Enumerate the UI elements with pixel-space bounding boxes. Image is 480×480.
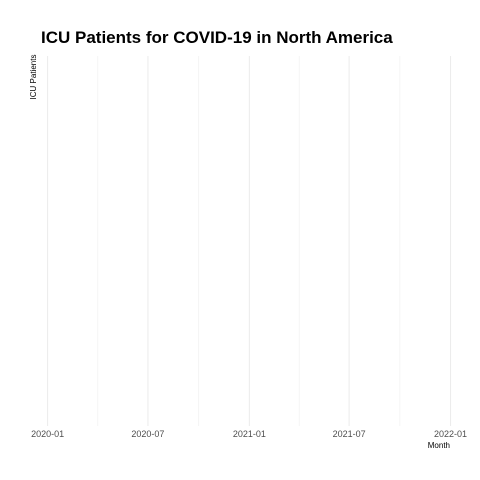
x-tick-label: 2020-01: [31, 429, 64, 439]
x-tick-label: 2021-01: [233, 429, 266, 439]
grid-layer: [47, 56, 452, 426]
y-axis-label: ICU Patients: [29, 55, 38, 100]
x-tick-labels: 2020-01 2020-07 2021-01 2021-07 2022-01: [31, 429, 467, 439]
x-tick-label: 2021-07: [333, 429, 366, 439]
x-axis-label: Month: [428, 441, 450, 450]
x-tick-label: 2022-01: [434, 429, 467, 439]
x-tick-label: 2020-07: [131, 429, 164, 439]
chart-title: ICU Patients for COVID-19 in North Ameri…: [41, 28, 393, 47]
